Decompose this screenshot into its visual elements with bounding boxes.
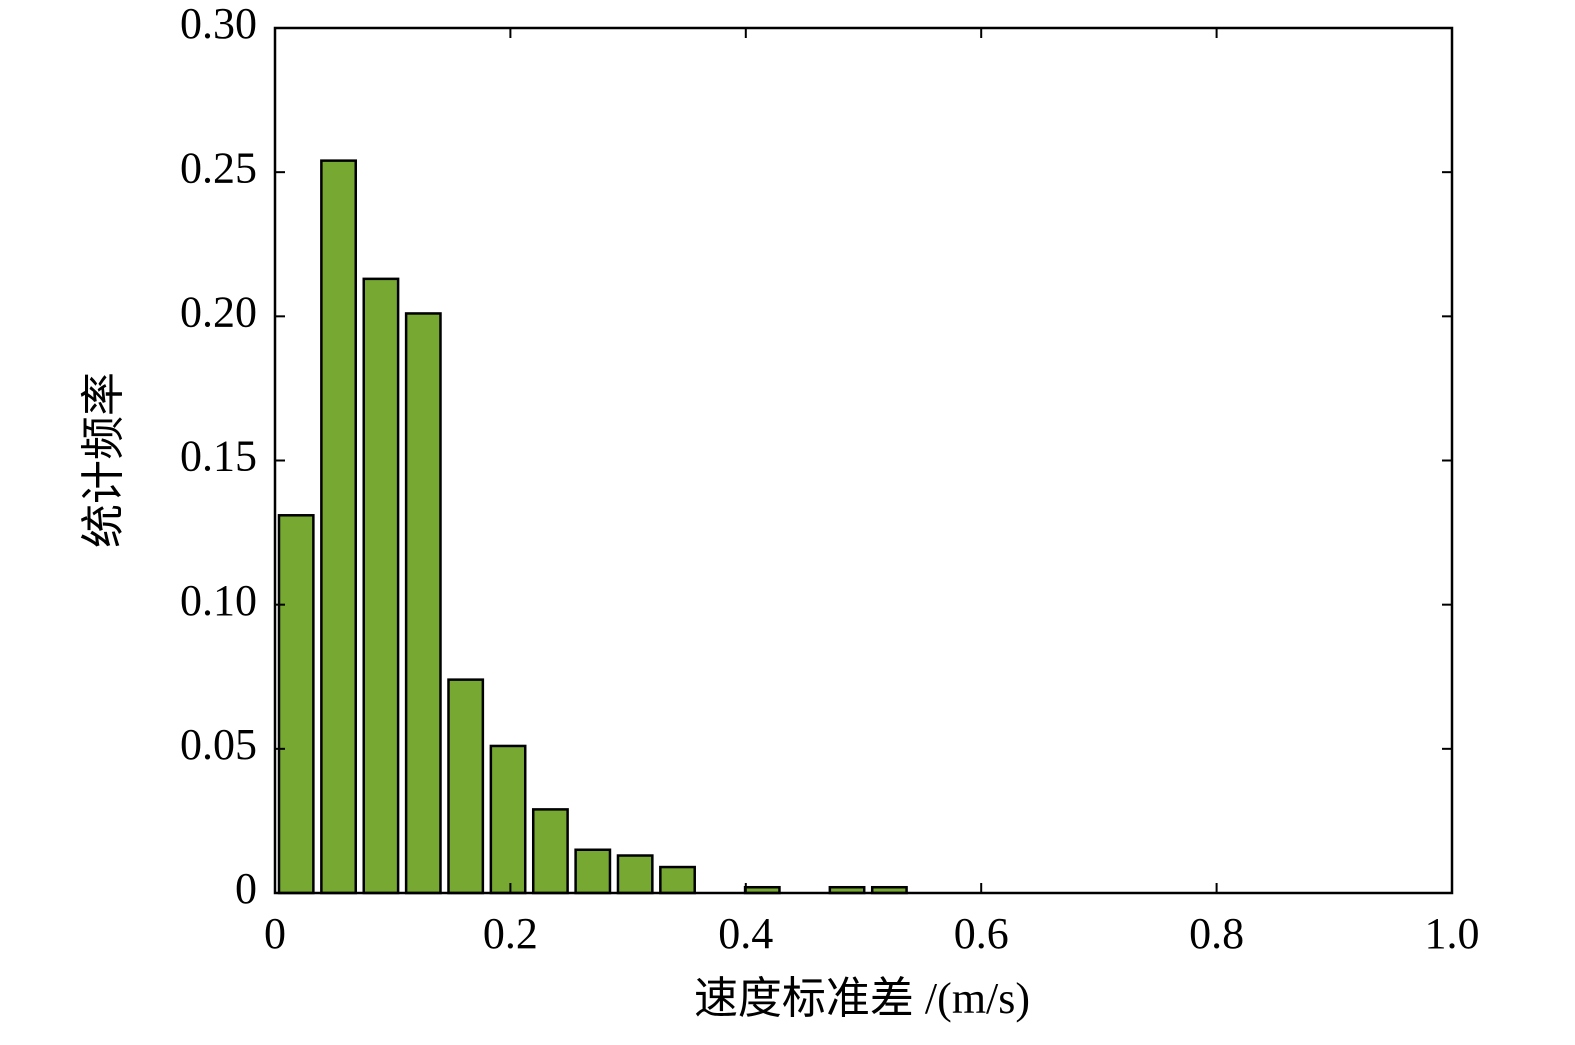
bar — [489, 744, 527, 895]
bar — [574, 848, 612, 895]
bar — [320, 159, 357, 895]
x-tick-label: 0.8 — [1189, 909, 1244, 958]
bar — [277, 514, 315, 895]
y-tick-label: 0.15 — [180, 432, 257, 481]
bar — [531, 808, 569, 895]
bar — [404, 312, 442, 895]
x-axis-label: 速度标准差 /(m/s) — [694, 974, 1030, 1023]
bar — [659, 865, 696, 895]
y-tick-label: 0.20 — [180, 287, 257, 336]
x-tick-label: 0.2 — [483, 909, 538, 958]
bar — [616, 854, 654, 895]
bar — [362, 277, 400, 895]
y-tick-label: 0.05 — [180, 720, 257, 769]
y-tick-label: 0.10 — [180, 576, 257, 625]
x-tick-label: 1.0 — [1425, 909, 1480, 958]
y-axis-label: 统计频率 — [79, 372, 128, 548]
x-tick-label: 0.4 — [718, 909, 773, 958]
plot-frame — [273, 26, 1454, 895]
bar — [447, 678, 485, 895]
x-tick-label: 0.6 — [954, 909, 1009, 958]
x-tick-label: 0 — [264, 909, 286, 958]
y-tick-label: 0.25 — [180, 143, 257, 192]
y-tick-label: 0 — [235, 864, 257, 913]
y-tick-label: 0.30 — [180, 0, 257, 48]
